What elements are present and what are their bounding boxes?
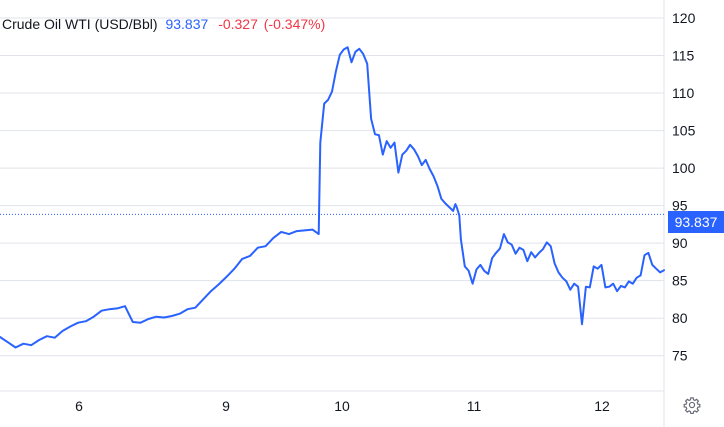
price-change: -0.327 xyxy=(218,16,258,32)
current-price: 93.837 xyxy=(165,16,209,32)
instrument-name: Crude Oil WTI (USD/Bbl) xyxy=(2,16,158,32)
y-tick-label: 85 xyxy=(672,273,688,289)
x-tick-label: 6 xyxy=(75,398,83,414)
x-tick-label: 12 xyxy=(594,398,610,414)
y-tick-label: 105 xyxy=(672,123,696,139)
y-tick-label: 90 xyxy=(672,235,688,251)
y-tick-label: 115 xyxy=(672,48,695,64)
series-line xyxy=(0,46,665,349)
x-axis: 6 9 10 11 12 xyxy=(75,398,610,414)
gear-icon[interactable] xyxy=(683,396,701,414)
price-change-percent: (-0.347%) xyxy=(263,16,326,32)
x-tick-label: 10 xyxy=(334,398,350,414)
chart-legend-header: Crude Oil WTI (USD/Bbl) 93.837 -0.327 (-… xyxy=(2,16,325,32)
y-tick-label: 75 xyxy=(672,348,688,364)
x-tick-label: 11 xyxy=(467,398,482,414)
last-price-badge: 93.837 xyxy=(668,211,724,233)
y-tick-label: 80 xyxy=(672,310,688,326)
y-tick-label: 110 xyxy=(672,85,695,101)
grid xyxy=(0,17,664,357)
y-tick-label: 100 xyxy=(672,160,696,176)
y-axis: 75 80 85 90 95 100 105 110 115 120 xyxy=(672,10,696,364)
y-tick-label: 120 xyxy=(672,10,696,26)
x-tick-label: 9 xyxy=(222,398,230,414)
y-tick-label: 95 xyxy=(672,198,688,214)
